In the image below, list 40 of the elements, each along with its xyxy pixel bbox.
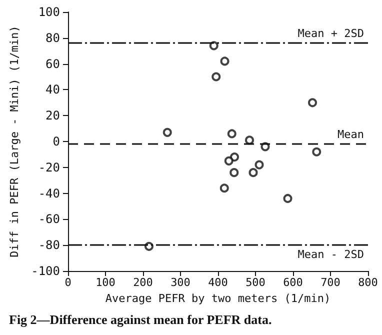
ref-line-label: Mean + 2SD <box>298 27 364 40</box>
point <box>308 98 317 108</box>
point <box>224 156 234 166</box>
y-tick-label: 80 <box>46 30 60 45</box>
x-axis-title: Average PEFR by two meters (1/min) <box>105 292 331 305</box>
point <box>245 136 254 145</box>
x-tick-label: 500 <box>246 276 266 289</box>
x-tick-label: 400 <box>208 276 228 289</box>
x-tick-label: 300 <box>170 276 190 289</box>
ref-line-label: Mean <box>338 128 364 142</box>
point <box>220 56 230 66</box>
point <box>227 129 236 138</box>
point <box>248 168 258 178</box>
y-tick-label: 40 <box>46 82 60 97</box>
y-tick-label: 60 <box>46 56 60 71</box>
x-tick-label: 600 <box>283 276 303 289</box>
y-tick-label: 20 <box>46 108 60 123</box>
x-tick-label: 0 <box>64 276 72 289</box>
y-tick-label: -100 <box>31 264 60 278</box>
x-tick-label: 100 <box>96 276 116 289</box>
point <box>312 147 322 156</box>
point <box>230 168 239 178</box>
y-tick-label: -40 <box>38 186 60 200</box>
point <box>220 184 229 193</box>
point <box>212 72 221 82</box>
point <box>283 194 292 203</box>
y-tick-label: -60 <box>38 212 60 226</box>
x-tick-label: 800 <box>358 276 378 289</box>
y-axis-title: Diff in PEFR (Large - Mini) (1/min) <box>8 26 22 258</box>
x-tick-label: 200 <box>133 276 153 289</box>
text: Fig 2—Difference against mean for PEFR data. <box>9 312 272 327</box>
ref-line-label: Mean - 2SD <box>298 248 364 262</box>
point <box>230 152 239 162</box>
y-tick-label: 100 <box>38 5 60 19</box>
y-tick-label: -20 <box>38 160 60 174</box>
x-tick-label: 700 <box>320 276 340 289</box>
point <box>254 160 264 170</box>
y-tick-label: 0 <box>52 134 60 148</box>
y-tick-label: -80 <box>38 238 60 252</box>
point <box>162 128 172 137</box>
